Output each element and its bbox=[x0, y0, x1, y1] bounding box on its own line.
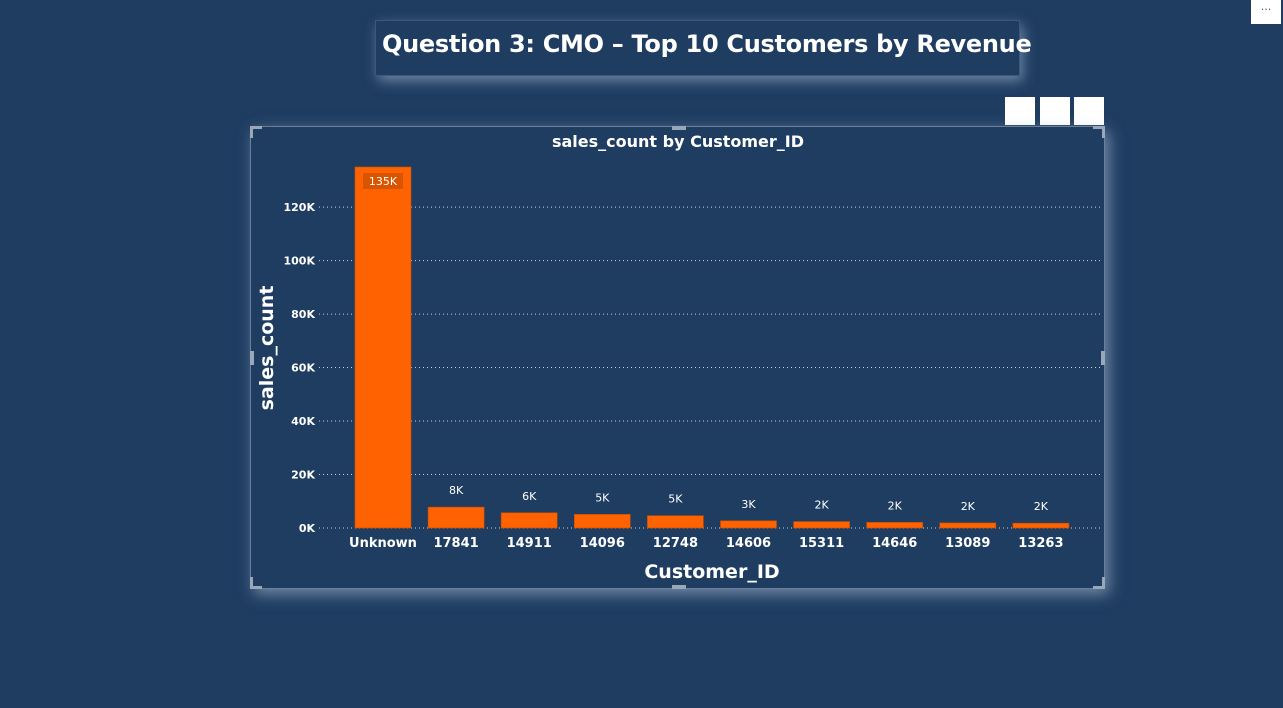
data-label: 5K bbox=[595, 491, 610, 504]
resize-handle-top-left[interactable] bbox=[250, 126, 262, 129]
bar[interactable] bbox=[354, 166, 412, 529]
x-tick-label: 13089 bbox=[945, 536, 990, 551]
y-tick-label: 40K bbox=[291, 415, 315, 428]
y-axis-title: sales_count bbox=[256, 286, 278, 411]
x-tick-label: 13263 bbox=[1018, 536, 1063, 551]
bar[interactable] bbox=[573, 514, 631, 529]
resize-handle-bottom[interactable] bbox=[672, 585, 686, 589]
bar[interactable] bbox=[939, 522, 997, 529]
bar[interactable] bbox=[427, 506, 485, 529]
resize-handle-right[interactable] bbox=[1101, 351, 1105, 365]
x-tick-label: 12748 bbox=[653, 536, 698, 551]
x-tick-label: 14911 bbox=[507, 536, 552, 551]
more-options-button[interactable]: ··· bbox=[1251, 0, 1281, 24]
resize-handle-top-right-v[interactable] bbox=[1102, 126, 1105, 138]
data-label: 2K bbox=[1034, 500, 1049, 513]
y-tick-label: 100K bbox=[284, 255, 316, 268]
bar[interactable] bbox=[647, 515, 704, 529]
y-tick-label: 120K bbox=[284, 201, 316, 214]
x-tick-label: 14096 bbox=[580, 536, 625, 551]
data-label: 6K bbox=[522, 490, 537, 503]
resize-handle-bottom-right-v[interactable] bbox=[1102, 577, 1105, 589]
y-tick-label: 60K bbox=[291, 362, 315, 375]
y-tick-label: 0K bbox=[299, 522, 316, 535]
x-tick-label: 15311 bbox=[799, 536, 844, 551]
x-tick-label: 14646 bbox=[872, 536, 917, 551]
resize-handle-left[interactable] bbox=[250, 351, 254, 365]
bar[interactable] bbox=[1012, 522, 1070, 529]
page-title-box: Question 3: CMO – Top 10 Customers by Re… bbox=[375, 20, 1032, 76]
y-tick-label: 80K bbox=[291, 308, 315, 321]
data-label-bg bbox=[363, 173, 403, 189]
data-label: 8K bbox=[449, 484, 464, 497]
x-tick-label: Unknown bbox=[349, 536, 417, 551]
bar[interactable] bbox=[793, 521, 850, 529]
data-label: 2K bbox=[814, 499, 829, 512]
chart-title: sales_count by Customer_ID bbox=[552, 132, 804, 151]
focus-mode-icon[interactable] bbox=[1040, 97, 1070, 125]
resize-handle-top-right[interactable] bbox=[1093, 126, 1105, 129]
x-tick-label: 14606 bbox=[726, 536, 771, 551]
data-label: 2K bbox=[961, 500, 976, 513]
resize-handle-top[interactable] bbox=[672, 126, 686, 130]
page-title: Question 3: CMO – Top 10 Customers by Re… bbox=[382, 30, 1032, 58]
data-label: 3K bbox=[741, 498, 756, 511]
bar-chart: sales_count by Customer_ID 0K 20K 40K 60K 80… bbox=[256, 132, 1101, 583]
filter-icon[interactable] bbox=[1005, 97, 1035, 125]
bar[interactable] bbox=[866, 522, 924, 529]
bar[interactable] bbox=[500, 512, 558, 529]
x-axis-title: Customer_ID bbox=[644, 561, 779, 583]
data-label: 135K bbox=[369, 175, 398, 188]
data-label: 2K bbox=[888, 499, 903, 512]
bar[interactable] bbox=[720, 520, 777, 529]
y-tick-label: 20K bbox=[291, 469, 315, 482]
chart-visual[interactable]: sales_count by Customer_ID 0K 20K 40K 60K 80… bbox=[250, 126, 1105, 589]
resize-handle-top-left-v[interactable] bbox=[250, 126, 253, 138]
x-tick-label: 17841 bbox=[433, 536, 478, 551]
resize-handle-bottom-left-v[interactable] bbox=[250, 577, 253, 589]
data-label: 5K bbox=[668, 493, 683, 506]
resize-handle-bottom-right[interactable] bbox=[1093, 586, 1105, 589]
more-options-icon[interactable] bbox=[1074, 97, 1104, 125]
resize-handle-bottom-left[interactable] bbox=[250, 586, 262, 589]
